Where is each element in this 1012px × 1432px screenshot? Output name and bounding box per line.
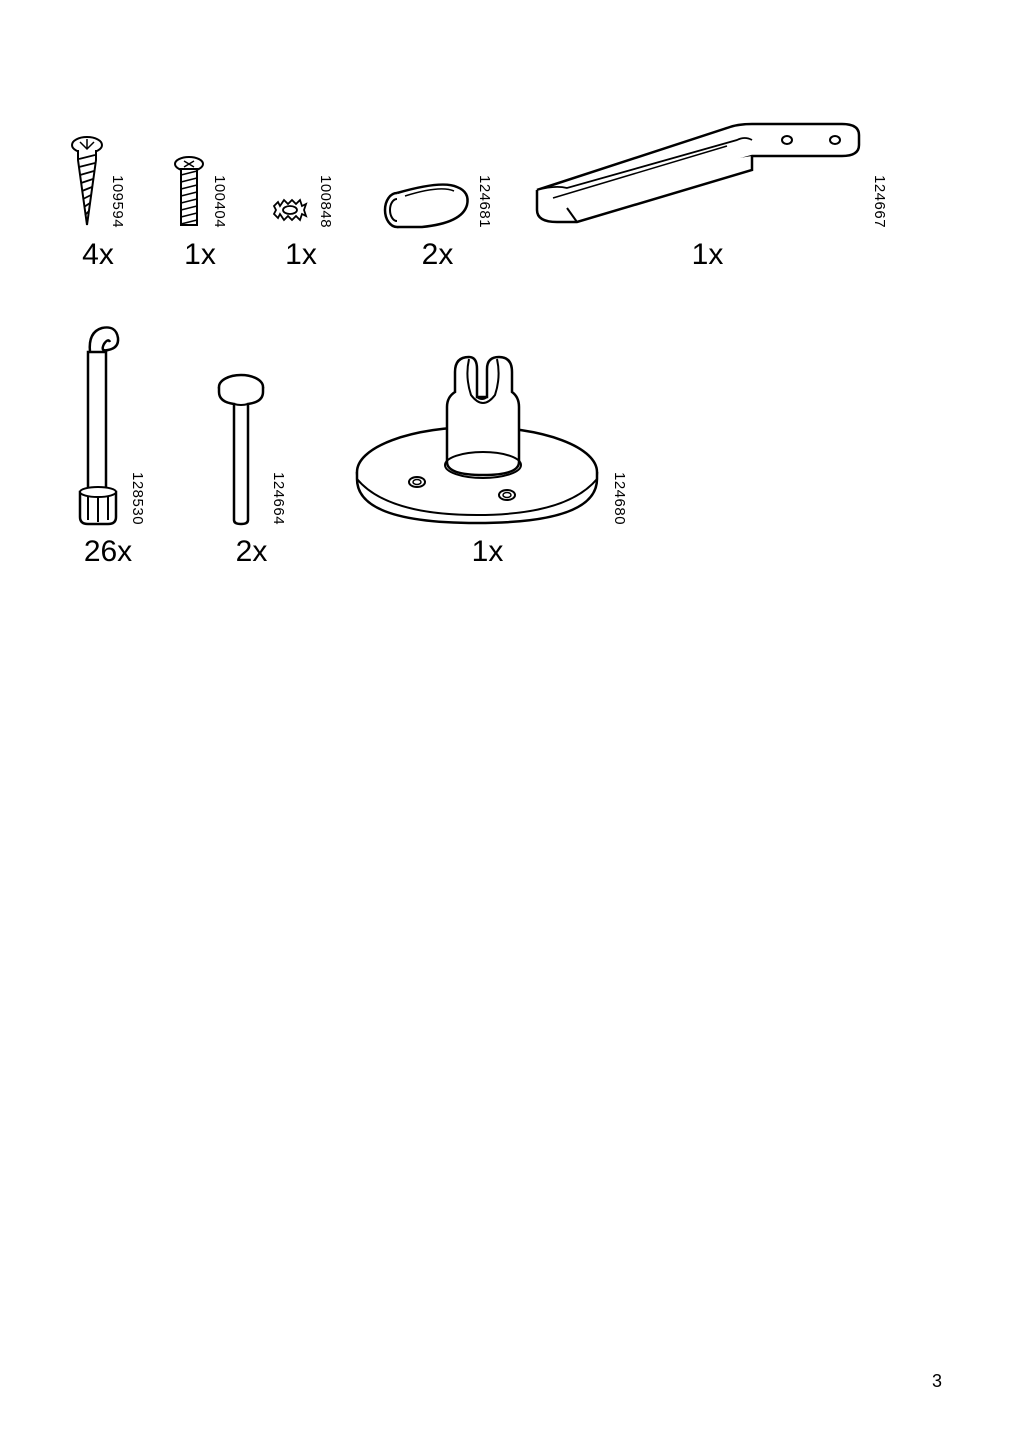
assembly-parts-page: 109594 4x 100404 1x bbox=[0, 0, 1012, 1432]
bracket-icon bbox=[527, 110, 867, 230]
part-body: 128530 bbox=[70, 322, 146, 527]
parts-row-2: 128530 26x 124664 2x bbox=[70, 322, 942, 569]
part-quantity: 1x bbox=[692, 238, 724, 272]
machine-screw-icon bbox=[172, 155, 207, 230]
part-id-label: 124664 bbox=[270, 472, 287, 527]
part-item: 124681 2x bbox=[382, 175, 493, 272]
part-body: 100848 bbox=[268, 175, 334, 230]
base-fork-icon bbox=[347, 347, 607, 527]
part-id-label: 124680 bbox=[611, 472, 628, 527]
part-body: 109594 bbox=[70, 135, 126, 230]
wood-screw-icon bbox=[70, 135, 105, 230]
peg-icon bbox=[216, 372, 266, 527]
part-item: 128530 26x bbox=[70, 322, 146, 569]
part-id-label: 100848 bbox=[317, 175, 334, 230]
part-id-label: 128530 bbox=[129, 472, 146, 527]
part-quantity: 1x bbox=[184, 238, 216, 272]
part-item: 109594 4x bbox=[70, 135, 126, 272]
hook-rod-icon bbox=[70, 322, 125, 527]
part-quantity: 4x bbox=[82, 238, 114, 272]
part-id-label: 109594 bbox=[109, 175, 126, 230]
part-item: 100404 1x bbox=[172, 155, 228, 272]
part-body: 124681 bbox=[382, 175, 493, 230]
part-id-label: 124667 bbox=[871, 175, 888, 230]
part-item: 100848 1x bbox=[268, 175, 334, 272]
part-quantity: 1x bbox=[285, 238, 317, 272]
part-quantity: 2x bbox=[422, 238, 454, 272]
parts-row-1: 109594 4x 100404 1x bbox=[70, 110, 942, 272]
part-item: 124664 2x bbox=[216, 372, 287, 569]
page-number: 3 bbox=[932, 1371, 942, 1392]
part-quantity: 26x bbox=[84, 535, 132, 569]
star-washer-icon bbox=[268, 190, 313, 230]
part-body: 124664 bbox=[216, 372, 287, 527]
part-item: 124680 1x bbox=[347, 347, 628, 569]
part-body: 124680 bbox=[347, 347, 628, 527]
part-body: 124667 bbox=[527, 110, 888, 230]
part-id-label: 124681 bbox=[476, 175, 493, 230]
part-body: 100404 bbox=[172, 155, 228, 230]
part-quantity: 1x bbox=[472, 535, 504, 569]
part-id-label: 100404 bbox=[211, 175, 228, 230]
part-quantity: 2x bbox=[236, 535, 268, 569]
part-item: 124667 1x bbox=[527, 110, 888, 272]
plug-cap-icon bbox=[382, 175, 472, 230]
